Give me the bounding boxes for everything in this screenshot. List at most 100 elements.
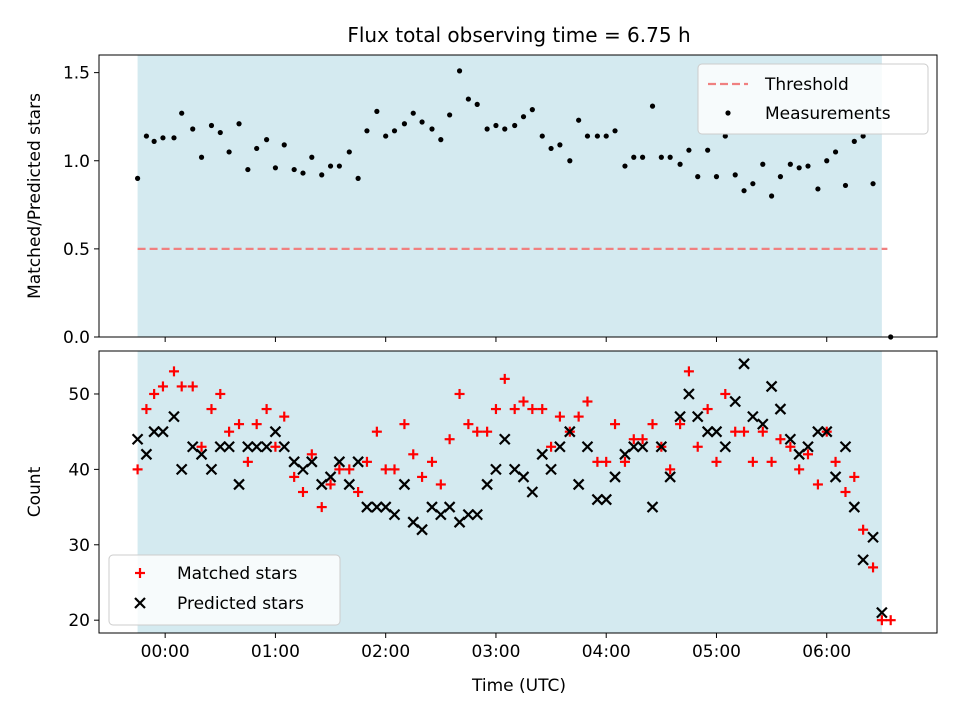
x-tick-label: 01:00: [251, 642, 300, 662]
cross-b: [250, 440, 263, 453]
measurement-point: [281, 142, 287, 148]
predicted-point: [738, 358, 750, 370]
measurement-point: [254, 145, 260, 152]
matched-point: [683, 366, 694, 377]
matched-point: [187, 381, 198, 392]
predicted-point: [306, 456, 318, 468]
predicted-point: [691, 410, 704, 423]
matched-point: [785, 441, 796, 452]
legend-predicted-swatch: [134, 597, 146, 609]
cross-b: [609, 471, 621, 483]
predicted-point: [719, 440, 732, 453]
cross-b: [361, 501, 373, 513]
measurement-point: [622, 163, 628, 169]
predicted-point: [820, 425, 833, 438]
cross-b: [481, 478, 493, 491]
matched-point: [858, 524, 869, 535]
predicted-point: [148, 425, 160, 438]
predicted-point: [554, 440, 566, 453]
predicted-point: [175, 463, 188, 476]
measurement-point: [787, 161, 793, 167]
measurement-point: [548, 145, 554, 152]
predicted-point: [591, 493, 604, 506]
predicted-point: [572, 478, 585, 491]
predicted-point: [757, 418, 769, 430]
predicted-point: [701, 425, 714, 438]
legend-matched-label: Matched stars: [177, 564, 297, 584]
cross-b: [664, 471, 676, 483]
measurement-point: [567, 158, 573, 164]
bottom-x-ticks: 00:00 01:00 02:00 03:00 04:00 05:00 06:00: [141, 633, 851, 662]
measurement-point: [401, 121, 408, 127]
measurement-point: [722, 133, 728, 139]
cross-b: [839, 440, 852, 453]
cross-b: [627, 440, 640, 453]
measurement-point: [190, 126, 196, 132]
matched-point: [876, 615, 887, 626]
measurement-point: [179, 110, 185, 116]
predicted-points: [131, 358, 888, 619]
cross-b: [774, 403, 787, 415]
top-axes-frame: [98, 54, 938, 338]
x-tick-label: 00:00: [141, 642, 190, 662]
legend-plus-marker: [135, 568, 145, 578]
predicted-point: [564, 425, 576, 438]
matched-point: [334, 464, 345, 475]
measurement-point: [796, 165, 802, 171]
matched-point: [720, 388, 731, 399]
cross-b: [343, 478, 356, 491]
cross-b: [233, 478, 245, 491]
matched-point: [802, 449, 813, 460]
matched-point: [619, 456, 630, 467]
measurement-point: [705, 147, 711, 153]
matched-point: [325, 479, 336, 490]
x-tick-label: 02:00: [361, 642, 410, 662]
matched-point: [747, 456, 758, 467]
cross-b: [157, 425, 169, 438]
matched-point: [675, 419, 686, 430]
measurement-point: [769, 193, 775, 199]
matched-point: [399, 419, 410, 430]
cross-b: [407, 516, 420, 528]
bottom-y-ticks: 20 30 40 50: [68, 385, 99, 631]
matched-point: [546, 441, 557, 452]
predicted-point: [490, 463, 502, 476]
cross-b: [848, 501, 861, 513]
measurement-point: [429, 126, 435, 132]
predicted-point: [729, 395, 741, 408]
measurement-point: [667, 154, 673, 160]
matched-point: [711, 456, 722, 467]
matched-point: [812, 479, 823, 490]
measurement-point: [612, 128, 618, 134]
predicted-point: [157, 425, 169, 438]
measurement-point: [870, 181, 876, 187]
measurement-point: [777, 174, 784, 180]
cross-b: [536, 448, 549, 461]
predicted-point: [214, 440, 227, 453]
matched-point: [417, 471, 428, 482]
cross-b: [140, 448, 153, 461]
predicted-point: [526, 486, 539, 498]
matched-point: [196, 441, 207, 452]
measurement-point: [520, 114, 527, 120]
measurement-point: [364, 128, 370, 134]
matched-point: [141, 404, 152, 415]
top-legend-box: [697, 63, 929, 135]
cross-b: [508, 463, 521, 476]
cross-b: [701, 425, 714, 438]
cross-b: [876, 606, 888, 619]
cross-b: [564, 425, 576, 438]
measurement-point: [529, 107, 535, 113]
measurement-point: [226, 149, 232, 155]
cross-b: [867, 531, 879, 544]
matched-point: [592, 456, 603, 467]
predicted-point: [774, 403, 787, 415]
measurement-point: [695, 174, 701, 180]
cross-b: [168, 410, 180, 423]
predicted-point: [545, 463, 557, 476]
measurement-point: [245, 166, 251, 173]
predicted-point: [195, 448, 208, 461]
predicted-point: [848, 501, 861, 513]
measurement-point: [686, 147, 692, 153]
